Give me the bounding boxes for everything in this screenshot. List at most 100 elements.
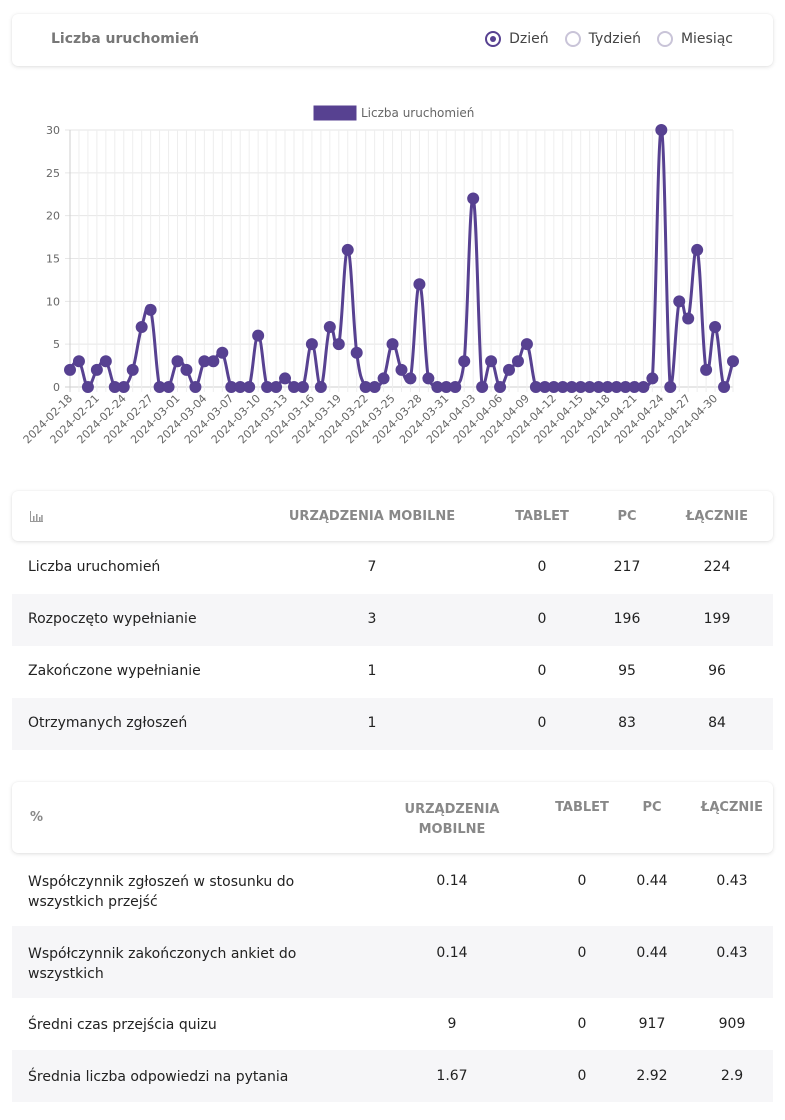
radio-week-indicator[interactable]	[564, 31, 581, 47]
data-point	[252, 329, 265, 342]
data-point	[90, 363, 103, 376]
percent-icon: %	[30, 810, 44, 825]
table-row: Współczynnik zgłoszeń w stosunku do wszys…	[12, 854, 773, 926]
row-label-line: Współczynnik zakończonych ankiet do	[28, 946, 297, 962]
table-row: Współczynnik zakończonych ankiet do wszys…	[12, 926, 773, 998]
row-label-line: Współczynnik zgłoszeń w stosunku do	[28, 874, 295, 890]
table2-header-total: ŁĄCZNIE	[701, 800, 763, 815]
data-point	[503, 363, 516, 376]
legend-swatch	[313, 105, 357, 121]
row-label: Średni czas przejścia quizu	[28, 1015, 217, 1035]
data-point	[314, 381, 327, 393]
data-point	[341, 243, 354, 256]
table-row: Zakończone wypełnianie 1 0 95 96	[12, 646, 773, 698]
data-point	[189, 381, 202, 393]
data-point	[476, 381, 489, 393]
row-pc-value: 917	[638, 1016, 666, 1032]
row-label-line: Średnia liczba odpowiedzi na pytania	[28, 1069, 289, 1085]
data-point	[520, 338, 533, 351]
data-point	[81, 381, 94, 393]
row-tablet-value: 0	[577, 873, 587, 889]
data-point	[655, 124, 668, 136]
data-point	[646, 372, 659, 385]
data-point	[386, 338, 399, 351]
data-point	[270, 381, 283, 393]
row-label-line: wszystkich	[28, 966, 104, 982]
data-point	[494, 381, 507, 393]
row-mobile-value: 9	[447, 1016, 457, 1032]
data-point	[296, 381, 309, 393]
table-row: Otrzymanych zgłoszeń 1 0 83 84	[12, 698, 773, 750]
data-point	[404, 372, 417, 385]
chart-title: Liczba uruchomień	[51, 31, 200, 47]
table2-header: % URZĄDZENIA MOBILNE TABLET PC ŁĄCZNIE	[12, 782, 773, 853]
row-total-value: 224	[703, 559, 731, 575]
table2-header-mobile: URZĄDZENIA MOBILNE	[392, 800, 512, 840]
row-tablet-value: 0	[577, 1068, 587, 1084]
data-point	[682, 312, 695, 325]
y-tick-label: 5	[53, 338, 60, 351]
row-label: Liczba uruchomień	[28, 559, 161, 575]
radio-month[interactable]: Miesiąc	[656, 31, 733, 47]
row-mobile-value: 0.14	[436, 945, 468, 961]
row-mobile-value: 3	[367, 611, 377, 627]
data-point	[144, 303, 157, 316]
table-row: Średni czas przejścia quizu 9 0 917 909	[12, 998, 773, 1050]
row-label: Współczynnik zakończonych ankiet do wszys…	[28, 944, 296, 984]
y-tick-label: 20	[46, 210, 60, 223]
data-point	[350, 346, 363, 359]
radio-week[interactable]: Tydzień	[564, 31, 641, 47]
table-row: Średnia liczba odpowiedzi na pytania 1.67…	[12, 1050, 773, 1102]
row-label: Rozpoczęto wypełnianie	[28, 611, 197, 627]
data-point	[64, 363, 76, 376]
period-radio-group: Dzień Tydzień Miesiąc	[485, 31, 733, 47]
data-point	[691, 243, 704, 256]
data-point	[395, 363, 408, 376]
row-label: Zakończone wypełnianie	[28, 663, 201, 679]
y-tick-label: 10	[46, 295, 60, 308]
data-point	[332, 338, 345, 351]
data-point	[72, 355, 85, 368]
table2-header-mobile-line1: URZĄDZENIA	[404, 802, 500, 817]
row-pc-value: 196	[613, 611, 641, 627]
row-mobile-value: 1.67	[436, 1068, 468, 1084]
data-point	[162, 381, 175, 393]
row-total-value: 199	[703, 611, 731, 627]
table2-header-tablet: TABLET	[555, 800, 609, 815]
data-point	[709, 321, 722, 334]
row-tablet-value: 0	[537, 611, 547, 627]
table1-header-pc: PC	[617, 509, 637, 524]
data-point	[718, 381, 731, 393]
table-row: Rozpoczęto wypełnianie 3 0 196 199	[12, 594, 773, 646]
data-point	[323, 321, 336, 334]
data-point	[485, 355, 498, 368]
row-total-value: 96	[708, 663, 726, 679]
table-row: Liczba uruchomień 7 0 217 224	[12, 542, 773, 594]
row-mobile-value: 0.14	[436, 873, 468, 889]
row-pc-value: 217	[613, 559, 641, 575]
radio-day-label: Dzień	[509, 31, 549, 47]
table1-header: URZĄDZENIA MOBILNE TABLET PC ŁĄCZNIE	[12, 491, 773, 541]
data-point	[449, 381, 462, 393]
launches-line-chart: 0510152025302024-02-182024-02-212024-02-…	[21, 105, 739, 446]
data-point	[216, 346, 229, 359]
data-point	[377, 372, 390, 385]
data-point	[99, 355, 112, 368]
radio-month-label: Miesiąc	[680, 31, 733, 47]
data-point	[413, 278, 426, 291]
row-total-value: 909	[718, 1016, 746, 1032]
data-point	[727, 355, 739, 368]
row-tablet-value: 0	[537, 663, 547, 679]
table1-header-mobile: URZĄDZENIA MOBILNE	[288, 509, 456, 524]
radio-month-indicator[interactable]	[656, 31, 673, 47]
y-tick-label: 25	[46, 167, 60, 180]
data-point	[279, 372, 292, 385]
data-point	[171, 355, 184, 368]
row-label: Współczynnik zgłoszeń w stosunku do wszys…	[28, 872, 294, 912]
data-point	[305, 338, 318, 351]
radio-day[interactable]: Dzień	[485, 31, 549, 47]
data-point	[243, 381, 256, 393]
row-mobile-value: 1	[367, 715, 377, 731]
radio-day-indicator[interactable]	[485, 31, 502, 47]
data-point	[664, 381, 677, 393]
